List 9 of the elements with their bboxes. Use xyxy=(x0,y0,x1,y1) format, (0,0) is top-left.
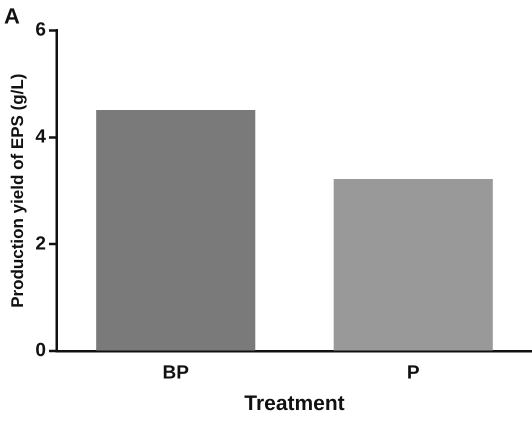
x-axis-title: Treatment xyxy=(244,392,345,416)
y-tick-label: 6 xyxy=(35,20,46,41)
chart-title: A xyxy=(4,3,20,28)
y-tick-label: 2 xyxy=(35,233,46,254)
y-tick-label: 4 xyxy=(35,126,46,148)
y-axis-title: Production yield of EPS (g/L) xyxy=(8,74,27,308)
y-tick-label: 0 xyxy=(35,340,46,362)
x-tick-label: BP xyxy=(162,362,190,384)
x-tick-label: P xyxy=(406,362,420,384)
